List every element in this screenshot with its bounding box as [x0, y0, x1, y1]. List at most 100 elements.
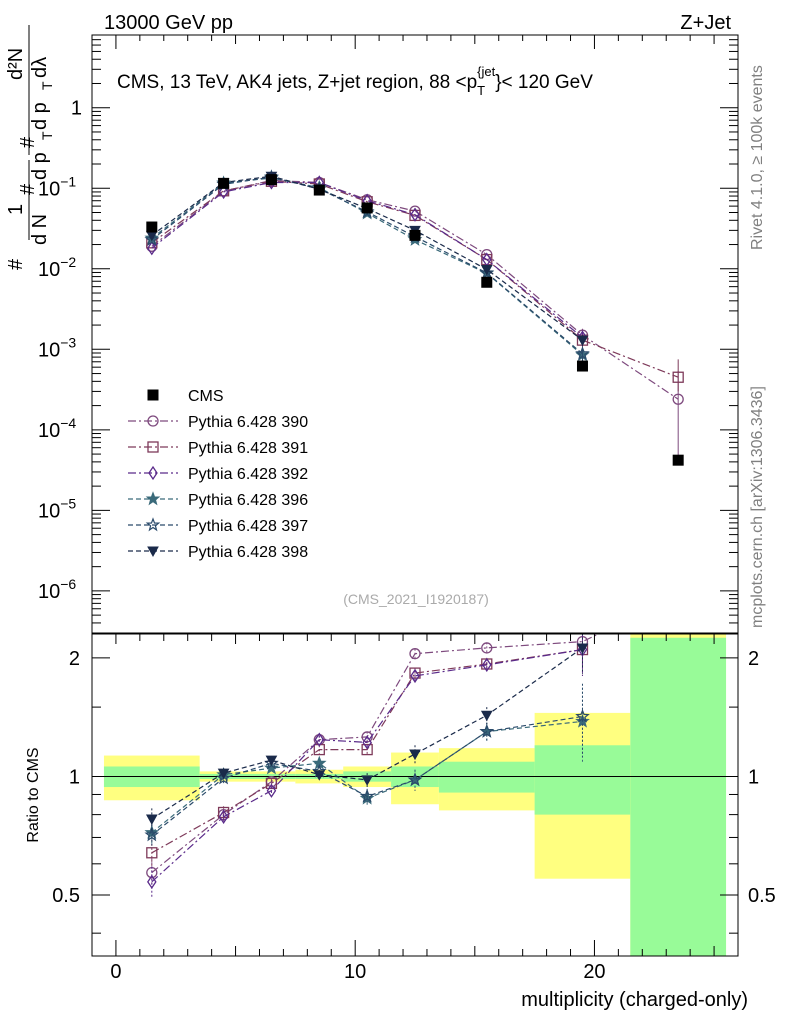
main-series-line	[151, 175, 583, 341]
ylabel-sum-3: #	[17, 136, 39, 148]
main-title-sub: T	[477, 83, 485, 98]
main-point	[576, 335, 589, 347]
legend-marker	[145, 517, 161, 532]
ratio-y-tick-label: 0.5	[52, 885, 80, 907]
ylabel-den: d p	[29, 102, 51, 130]
main-point	[672, 393, 684, 405]
ratio-y-tick-label-right: 0.5	[748, 885, 776, 907]
main-y-axis: 110−110−210−310−410−510−6	[38, 34, 738, 634]
main-y-tick-exponent: −4	[60, 415, 76, 431]
energy-label: 13000 GeV pp	[104, 12, 233, 34]
main-y-tick-label: 10−4	[38, 415, 76, 442]
ratio-stat-band	[630, 637, 727, 956]
main-y-tick-exponent: −2	[60, 254, 76, 270]
ratio-point	[479, 723, 495, 738]
cms-data-point	[672, 454, 684, 466]
ratio-point	[575, 708, 590, 723]
legend-label: Pythia 6.428 390	[188, 414, 308, 431]
ratio-point	[266, 783, 277, 798]
main-point	[218, 184, 229, 200]
ratio-series-line	[151, 649, 583, 883]
legend-marker	[148, 465, 158, 481]
ratio-point	[314, 732, 325, 747]
ratio-point	[217, 768, 230, 780]
ratio-point	[410, 668, 420, 684]
legend-marker	[147, 546, 159, 558]
ratio-y-tick-label: 1	[69, 766, 80, 788]
x-tick-label: 0	[110, 961, 121, 983]
legend-label: Pythia 6.428 392	[188, 466, 308, 483]
legend: CMS Pythia 6.428 390 Pythia 6.428 391 Pythi…	[128, 388, 308, 561]
cms-data-point	[361, 202, 373, 214]
main-series-line	[151, 176, 583, 355]
main-series-line	[151, 180, 679, 378]
main-point	[410, 207, 420, 222]
main-y-tick-label: 1	[71, 98, 82, 120]
ratio-point	[264, 760, 279, 775]
main-y-tick-exponent: −1	[60, 173, 76, 189]
cms-data-point	[481, 276, 493, 288]
cms-data-point	[218, 177, 230, 189]
ratio-point	[362, 735, 372, 750]
ylabel-dl: dλ	[29, 57, 51, 78]
legend-label: Pythia 6.428 396	[188, 492, 308, 509]
main-title: CMS, 13 TeV, AK4 jets, Z+jet region, 88 …	[117, 64, 593, 98]
main-title-prefix: CMS, 13 TeV, AK4 jets, Z+jet region, 88 …	[117, 72, 477, 93]
rivet-label: Rivet 4.1.0, ≥ 100k events	[749, 65, 766, 250]
ratio-series-pythia-6-428-392	[147, 634, 588, 899]
ratio-point	[481, 642, 493, 654]
process-label: Z+Jet	[680, 12, 731, 34]
ratio-point	[147, 874, 157, 890]
legend-marker	[147, 415, 159, 427]
ratio-point	[361, 743, 373, 756]
ratio-series-line	[151, 715, 583, 836]
main-series-line	[151, 181, 583, 338]
x-axis-label: multiplicity (charged-only)	[521, 989, 748, 1011]
ylabel-sub-2: T	[39, 81, 55, 90]
ratio-point	[576, 643, 589, 654]
ylabel-one: 1	[5, 204, 27, 215]
ylabel-d2N: d²N	[5, 48, 27, 80]
ylabel-sum-2: #	[17, 183, 39, 195]
main-cms-data-layer	[146, 174, 684, 466]
main-point	[480, 264, 493, 276]
main-title-suffix: }< 120 GeV	[495, 72, 593, 93]
main-point	[144, 232, 160, 246]
ratio-point	[409, 749, 421, 761]
mcplots-label: mcplots.cern.ch [arXiv:1306.3436]	[749, 386, 766, 628]
ratio-point	[407, 772, 423, 787]
ratio-point	[409, 648, 421, 660]
x-tick-label: 20	[583, 961, 605, 983]
cms-data-point	[409, 229, 421, 241]
main-point	[672, 371, 684, 383]
legend-label: Pythia 6.428 391	[188, 440, 308, 457]
ratio-y-tick-label-right: 2	[748, 648, 759, 670]
cms-data-point	[313, 184, 325, 196]
ratio-y-label: Ratio to CMS	[25, 747, 42, 842]
ratio-y-tick-label: 2	[69, 648, 80, 670]
cms-data-point	[265, 174, 277, 186]
ratio-series-line	[151, 720, 583, 834]
cms-data-point	[146, 221, 158, 233]
main-series-line	[151, 179, 679, 400]
x-tick-label: 10	[344, 961, 366, 983]
ratio-series-pythia-6-428-398	[145, 634, 589, 831]
main-series-line	[151, 177, 583, 356]
ratio-y-tick-label-right: 1	[748, 766, 759, 788]
main-y-tick-label: 10−3	[38, 334, 76, 361]
ylabel-sub-1: T	[39, 131, 55, 140]
ratio-series-layer	[144, 634, 600, 899]
main-y-label: # 1 d N # d p T # d²N d p T dλ	[5, 25, 55, 270]
ratio-point	[218, 809, 229, 824]
ratio-stat-band	[438, 761, 535, 793]
ylabel-dp: d p	[29, 152, 51, 180]
main-frame	[91, 34, 739, 634]
ratio-point	[359, 788, 375, 803]
ylabel-sum-1: #	[5, 258, 27, 270]
ratio-point	[409, 667, 421, 679]
legend-label: CMS	[188, 388, 224, 405]
main-title-sup: {jet	[477, 64, 495, 79]
ratio-point	[313, 770, 326, 781]
ratio-series-line	[151, 649, 583, 854]
